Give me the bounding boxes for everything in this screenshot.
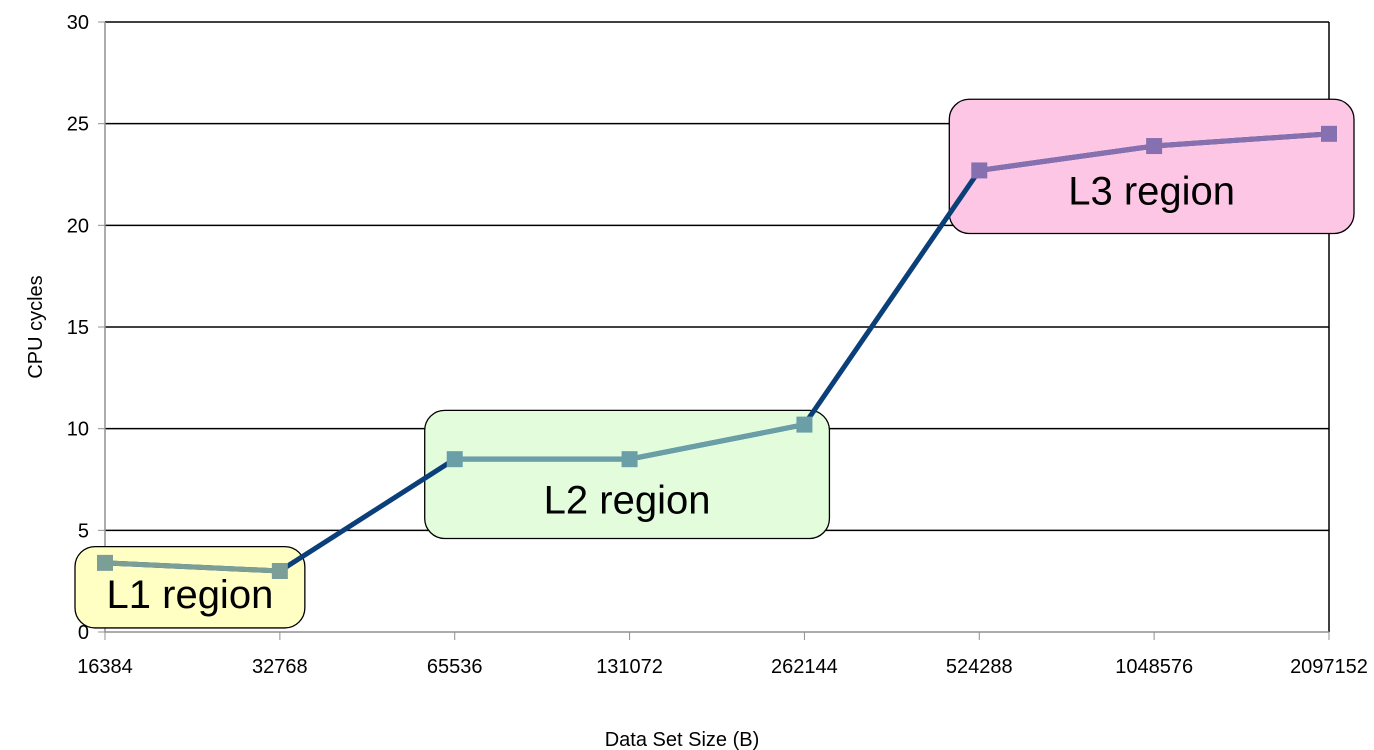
y-tick-label: 10 — [67, 419, 89, 441]
x-tick-label: 2097152 — [1290, 656, 1368, 678]
x-tick-label: 131072 — [596, 656, 663, 678]
x-tick-label: 1048576 — [1115, 656, 1193, 678]
x-tick-label: 262144 — [771, 656, 838, 678]
data-point-65536 — [446, 451, 463, 468]
y-tick-label: 25 — [67, 114, 89, 136]
marker-layer — [97, 125, 1337, 579]
data-point-524288 — [971, 162, 988, 179]
y-tick-label: 20 — [67, 215, 89, 237]
y-tick-label: 15 — [67, 317, 89, 339]
region-box-1 — [74, 545, 306, 629]
x-axis-title: Data Set Size (B) — [605, 729, 760, 750]
label-layer: L1 region L2 region L3 region — [107, 169, 1236, 617]
region-1-segment — [104, 560, 280, 574]
region-label-3: L3 region — [1068, 169, 1235, 213]
x-tick-label: 65536 — [427, 656, 483, 678]
data-point-262144 — [796, 416, 813, 433]
region-label-1: L1 region — [107, 573, 274, 617]
region-box-2 — [424, 409, 831, 540]
data-point-32768 — [271, 563, 288, 579]
y-tick-label: 5 — [78, 520, 89, 542]
data-point-2097152 — [1321, 125, 1337, 142]
x-tick-label: 32768 — [252, 656, 308, 678]
y-axis-title: CPU cycles — [25, 275, 47, 378]
axis-layer: 0 5 10 15 20 25 30 16384 32768 65536 131072 262144 5… — [67, 12, 1368, 678]
y-tick-label: 0 — [78, 622, 89, 644]
data-point-16384 — [97, 554, 113, 571]
x-tick-label: 524288 — [946, 656, 1013, 678]
data-point-131072 — [621, 451, 638, 468]
region-label-2: L2 region — [544, 478, 711, 522]
region-box-3 — [948, 98, 1355, 235]
x-tick-label: 16384 — [77, 656, 133, 678]
region-layer — [74, 98, 1355, 629]
data-point-1048576 — [1146, 138, 1163, 155]
y-tick-label: 30 — [67, 12, 89, 34]
grid-layer — [105, 21, 1330, 632]
